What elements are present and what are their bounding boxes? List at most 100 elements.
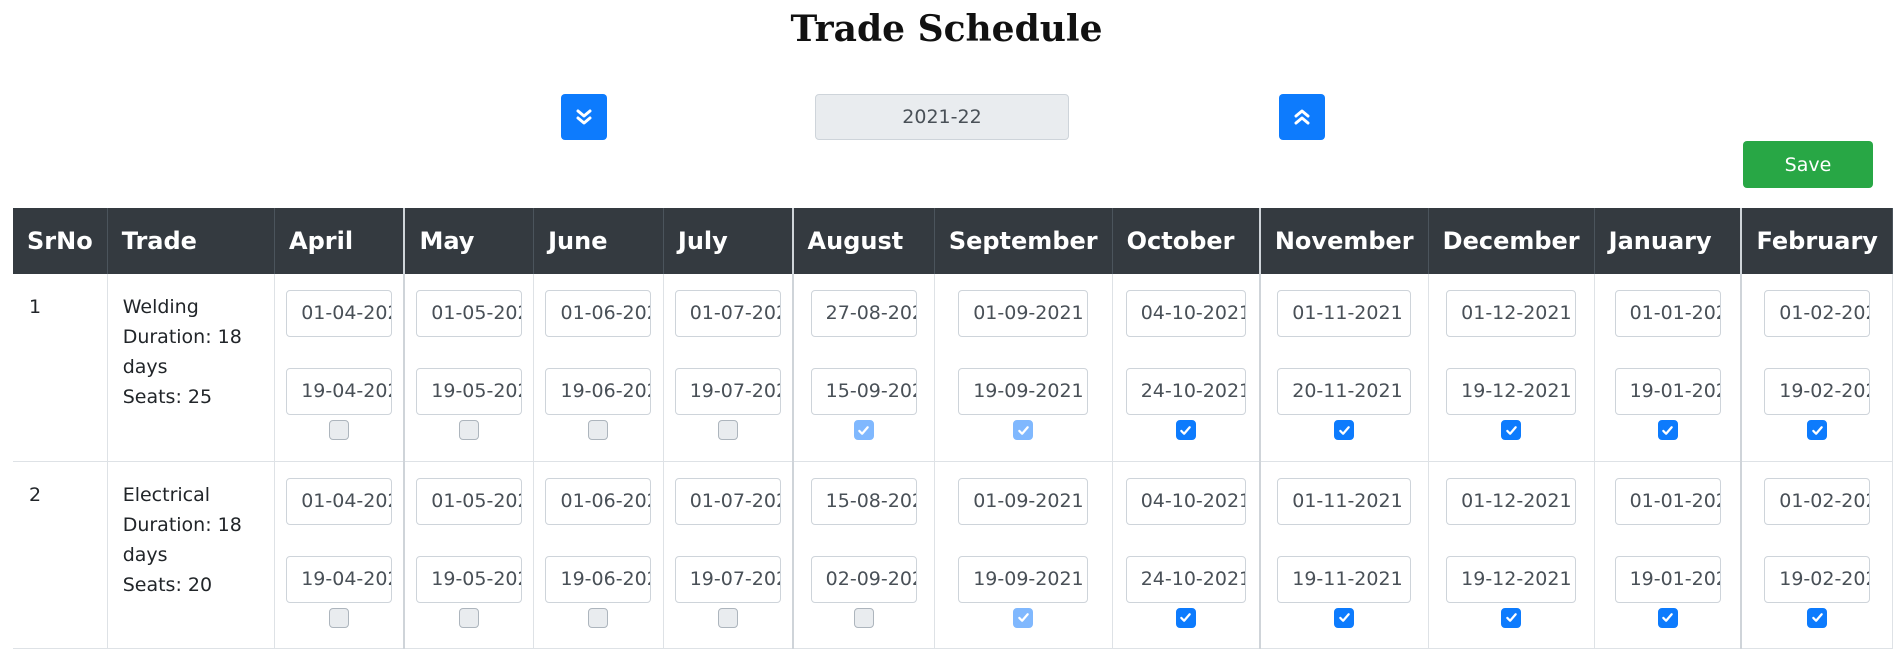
month-cell-september: 01-09-2021 19-09-2021 bbox=[934, 274, 1113, 462]
header-february: February bbox=[1741, 208, 1893, 274]
start-date-input[interactable]: 01-09-2021 bbox=[958, 290, 1089, 337]
month-cell-july: 01-07-2021 19-07-2021 bbox=[663, 461, 794, 649]
end-date-input[interactable]: 19-02-2022 bbox=[1764, 368, 1871, 415]
page-title: Trade Schedule bbox=[790, 8, 1103, 50]
end-date-input[interactable]: 19-09-2021 bbox=[958, 555, 1089, 603]
month-cell-content: 01-04-2021 19-04-2021 bbox=[275, 462, 403, 628]
end-date-input[interactable]: 19-02-2022 bbox=[1764, 555, 1871, 603]
schedule-checkbox[interactable] bbox=[1657, 420, 1678, 440]
schedule-table: SrNo Trade April May June July August Se… bbox=[13, 208, 1893, 649]
start-date-input[interactable]: 01-09-2021 bbox=[958, 477, 1089, 525]
start-date-input[interactable]: 01-12-2021 bbox=[1446, 290, 1577, 337]
end-date-input[interactable]: 19-06-2021 bbox=[545, 368, 652, 415]
schedule-checkbox[interactable] bbox=[459, 607, 480, 628]
end-date-input[interactable]: 19-04-2021 bbox=[286, 555, 393, 603]
schedule-checkbox[interactable] bbox=[1175, 420, 1196, 440]
start-date-input[interactable]: 01-07-2021 bbox=[674, 477, 781, 525]
month-cell-october: 04-10-2021 24-10-2021 bbox=[1112, 274, 1261, 462]
check-icon bbox=[1338, 425, 1350, 435]
month-cell-may: 01-05-2021 19-05-2021 bbox=[404, 461, 535, 649]
table-header-row: SrNo Trade April May June July August Se… bbox=[13, 208, 1893, 274]
schedule-checkbox[interactable] bbox=[1175, 607, 1196, 628]
schedule-checkbox[interactable] bbox=[588, 420, 609, 440]
month-cell-content: 04-10-2021 24-10-2021 bbox=[1113, 462, 1259, 628]
year-field[interactable]: 2021-22 bbox=[815, 94, 1069, 140]
schedule-checkbox[interactable] bbox=[853, 420, 874, 440]
end-date-input[interactable]: 19-07-2021 bbox=[674, 555, 781, 603]
month-cell-june: 01-06-2021 19-06-2021 bbox=[533, 461, 664, 649]
start-date-input[interactable]: 01-04-2021 bbox=[286, 290, 393, 337]
end-date-input[interactable]: 19-06-2021 bbox=[545, 555, 652, 603]
end-date-input[interactable]: 24-10-2021 bbox=[1125, 368, 1246, 415]
schedule-checkbox[interactable] bbox=[1013, 420, 1034, 440]
end-date-input[interactable]: 15-09-2021 bbox=[810, 368, 917, 415]
end-date-input[interactable]: 19-07-2021 bbox=[674, 368, 781, 415]
schedule-checkbox[interactable] bbox=[1807, 607, 1828, 628]
angle-double-down-icon bbox=[576, 109, 592, 125]
start-date-input[interactable]: 01-06-2021 bbox=[545, 477, 652, 525]
schedule-checkbox[interactable] bbox=[1657, 607, 1678, 628]
header-april: April bbox=[274, 208, 406, 274]
start-date-input[interactable]: 01-01-2022 bbox=[1614, 477, 1721, 525]
end-date-input[interactable]: 19-09-2021 bbox=[958, 368, 1089, 415]
start-date-input[interactable]: 01-11-2021 bbox=[1277, 290, 1412, 337]
end-date-input[interactable]: 19-01-2022 bbox=[1614, 368, 1721, 415]
start-date-input[interactable]: 01-05-2021 bbox=[416, 290, 523, 337]
end-date-input[interactable]: 19-04-2021 bbox=[286, 368, 393, 415]
start-date-input[interactable]: 01-06-2021 bbox=[545, 290, 652, 337]
start-date-input[interactable]: 01-04-2021 bbox=[286, 477, 393, 525]
trade-name: Electrical bbox=[122, 483, 211, 506]
schedule-checkbox[interactable] bbox=[1501, 607, 1522, 628]
schedule-checkbox[interactable] bbox=[717, 607, 738, 628]
month-cell-december: 01-12-2021 19-12-2021 bbox=[1428, 274, 1595, 462]
end-date-input[interactable]: 19-12-2021 bbox=[1446, 555, 1577, 603]
end-date-input[interactable]: 19-12-2021 bbox=[1446, 368, 1577, 415]
start-date-input[interactable]: 04-10-2021 bbox=[1125, 290, 1246, 337]
start-date-input[interactable]: 01-07-2021 bbox=[674, 290, 781, 337]
schedule-checkbox[interactable] bbox=[1807, 420, 1828, 440]
end-date-input[interactable]: 19-01-2022 bbox=[1614, 555, 1721, 603]
month-cell-content: 01-12-2021 19-12-2021 bbox=[1429, 274, 1594, 440]
end-date-input[interactable]: 20-11-2021 bbox=[1277, 368, 1412, 415]
start-date-input[interactable]: 15-08-2021 bbox=[810, 477, 917, 525]
month-cell-content: 01-05-2021 19-05-2021 bbox=[405, 462, 533, 628]
end-date-input[interactable]: 19-05-2021 bbox=[416, 555, 523, 603]
start-date-input[interactable]: 01-11-2021 bbox=[1277, 477, 1412, 525]
month-cell-content: 01-09-2021 19-09-2021 bbox=[935, 462, 1112, 628]
month-cell-august: 15-08-2021 02-09-2021 bbox=[792, 461, 935, 649]
schedule-checkbox[interactable] bbox=[1334, 420, 1355, 440]
trade-seats: Seats: 25 bbox=[122, 386, 213, 408]
start-date-input[interactable]: 04-10-2021 bbox=[1125, 477, 1246, 525]
table-row: 2 Electrical Duration: 18 days Seats: 20 01-… bbox=[13, 461, 1893, 649]
start-date-input[interactable]: 01-05-2021 bbox=[416, 477, 523, 525]
schedule-checkbox[interactable] bbox=[588, 607, 609, 628]
schedule-checkbox[interactable] bbox=[717, 420, 738, 440]
save-button[interactable]: Save bbox=[1743, 141, 1873, 188]
schedule-checkbox[interactable] bbox=[1334, 607, 1355, 628]
check-icon bbox=[1338, 613, 1350, 622]
schedule-checkbox[interactable] bbox=[1501, 420, 1522, 440]
month-cell-content: 01-11-2021 20-11-2021 bbox=[1261, 274, 1428, 440]
trade-seats: Seats: 20 bbox=[122, 573, 213, 596]
start-date-input[interactable]: 01-02-2022 bbox=[1764, 290, 1871, 337]
schedule-checkbox[interactable] bbox=[1013, 607, 1034, 628]
start-date-input[interactable]: 01-02-2022 bbox=[1764, 477, 1871, 525]
end-date-input[interactable]: 24-10-2021 bbox=[1125, 555, 1246, 603]
start-date-input[interactable]: 01-12-2021 bbox=[1446, 477, 1577, 525]
start-date-input[interactable]: 01-01-2022 bbox=[1614, 290, 1721, 337]
trade-duration: Duration: 18 days bbox=[122, 513, 242, 566]
start-date-input[interactable]: 27-08-2021 bbox=[810, 290, 917, 337]
month-cell-june: 01-06-2021 19-06-2021 bbox=[533, 274, 664, 462]
schedule-checkbox[interactable] bbox=[329, 420, 350, 440]
end-date-input[interactable]: 19-05-2021 bbox=[416, 368, 523, 415]
srno-cell: 1 bbox=[13, 274, 108, 462]
prev-year-button[interactable] bbox=[561, 94, 607, 140]
schedule-checkbox[interactable] bbox=[459, 420, 480, 440]
next-year-button[interactable] bbox=[1279, 94, 1325, 140]
check-icon bbox=[858, 425, 869, 435]
end-date-input[interactable]: 02-09-2021 bbox=[810, 555, 917, 603]
trade-duration: Duration: 18 days bbox=[122, 326, 242, 378]
schedule-checkbox[interactable] bbox=[329, 607, 350, 628]
end-date-input[interactable]: 19-11-2021 bbox=[1277, 555, 1412, 603]
schedule-checkbox[interactable] bbox=[853, 607, 874, 628]
